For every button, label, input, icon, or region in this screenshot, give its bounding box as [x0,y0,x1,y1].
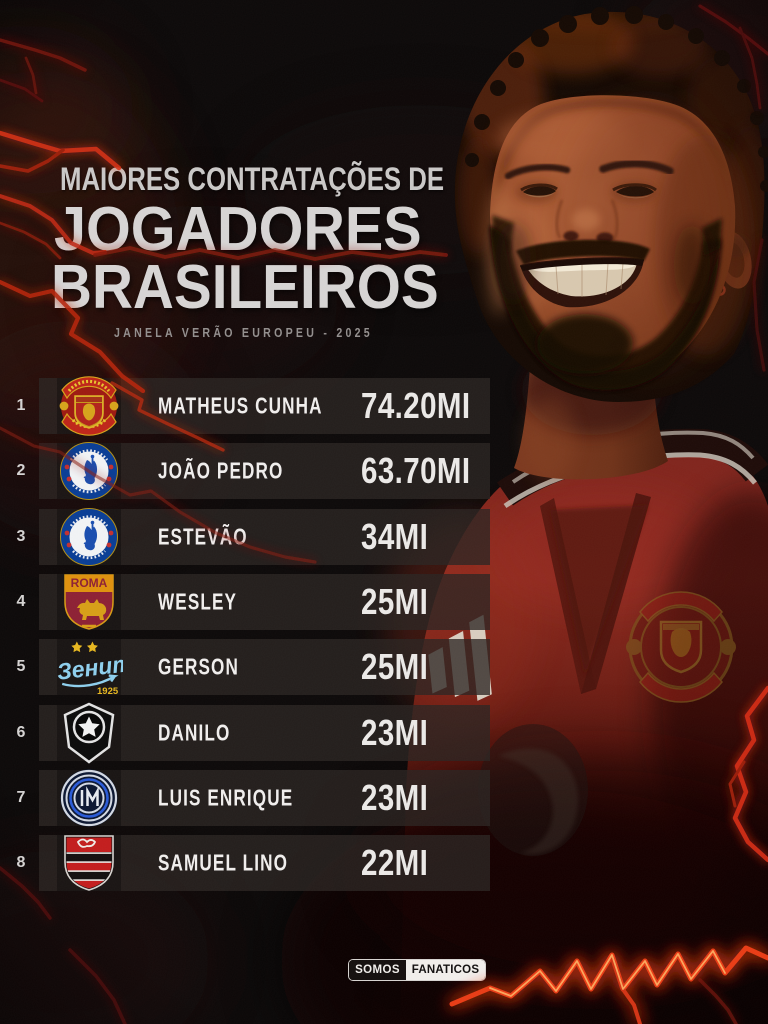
svg-text:1925: 1925 [97,686,119,697]
svg-text:ROMA: ROMA [71,576,108,590]
